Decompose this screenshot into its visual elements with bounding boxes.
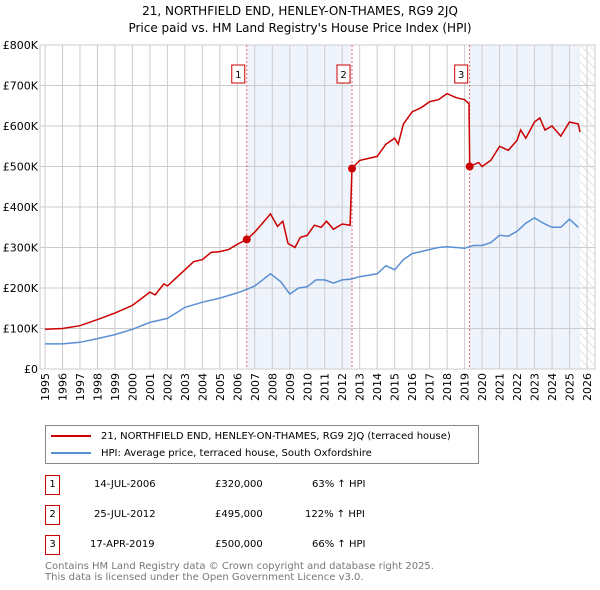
x-tick-label: 2013 — [354, 373, 367, 401]
x-tick-label: 2004 — [196, 373, 209, 401]
sale-price: £500,000 — [215, 539, 263, 550]
x-tick-label: 2001 — [144, 373, 157, 401]
x-tick-label: 2021 — [494, 373, 507, 401]
footer-line: Contains HM Land Registry data © Crown c… — [45, 561, 434, 572]
transaction-row: 1 14-JUL-2006 £320,000 63% ↑ HPI — [45, 475, 445, 495]
sale-box-label: 3 — [458, 70, 464, 81]
footer-line: This data is licensed under the Open Gov… — [45, 572, 364, 583]
sale-box — [231, 64, 246, 84]
x-tick-label: 2023 — [529, 373, 542, 401]
x-tick-label: 1997 — [74, 373, 87, 401]
transaction-row: 3 17-APR-2019 £500,000 66% ↑ HPI — [45, 535, 445, 555]
sale-price: £320,000 — [215, 479, 263, 490]
transaction-row: 2 25-JUL-2012 £495,000 122% ↑ HPI — [45, 505, 445, 525]
footer: Contains HM Land Registry data © Crown c… — [45, 561, 434, 583]
x-tick-label: 2020 — [476, 373, 489, 401]
sale-date: 17-APR-2019 — [90, 539, 155, 550]
legend-item-property: 21, NORTHFIELD END, HENLEY-ON-THAMES, RG… — [51, 428, 451, 444]
sale-marker-label: 2 — [45, 505, 60, 525]
sale-price: £495,000 — [215, 509, 263, 520]
plot-border — [39, 44, 596, 370]
sale-marker-label: 3 — [45, 535, 60, 555]
plot-area: 1995 1996 1997 1998 1999 2000 2001 2002 2003 2004… — [3, 39, 596, 401]
x-tick-label: 2015 — [389, 373, 402, 401]
chart-title: 21, NORTHFIELD END, HENLEY-ON-THAMES, RG… — [142, 4, 458, 18]
x-tick-label: 1999 — [109, 373, 122, 401]
x-tick-label: 2014 — [371, 373, 384, 401]
sale-date: 14-JUL-2006 — [94, 479, 156, 490]
y-tick-label: £700K — [3, 80, 39, 93]
y-tick-label: £300K — [3, 242, 39, 255]
y-tick-label: £400K — [3, 201, 39, 214]
x-tick-label: 2016 — [406, 373, 419, 401]
sale-box — [336, 64, 351, 84]
sale-hpi-change: 122% ↑ HPI — [305, 509, 365, 520]
legend-swatch-red — [51, 435, 91, 437]
x-tick-label: 2002 — [161, 373, 174, 401]
legend-swatch-blue — [51, 452, 91, 454]
sale-hpi-change: 63% ↑ HPI — [312, 479, 366, 490]
sale-box — [454, 64, 469, 84]
chart-subtitle: Price paid vs. HM Land Registry's House … — [128, 21, 472, 35]
sale-box-label: 2 — [340, 70, 346, 81]
legend: 21, NORTHFIELD END, HENLEY-ON-THAMES, RG… — [45, 425, 479, 464]
price-line — [44, 92, 581, 331]
x-tick-label: 2000 — [126, 373, 139, 401]
x-tick-label: 1996 — [57, 373, 70, 401]
x-tick-label: 2010 — [301, 373, 314, 401]
x-tick-label: 2024 — [546, 373, 559, 401]
x-tick-label: 1995 — [39, 373, 52, 401]
sale-marker-label: 1 — [45, 475, 60, 495]
y-tick-label: £100K — [3, 323, 39, 336]
x-tick-label: 2007 — [249, 373, 262, 401]
y-tick-label: £500K — [3, 161, 39, 174]
legend-item-hpi: HPI: Average price, terraced house, Sout… — [51, 445, 372, 461]
x-tick-label: 2003 — [179, 373, 192, 401]
sale-point — [348, 164, 357, 173]
x-tick-label: 2026 — [581, 373, 594, 401]
sale-point — [242, 235, 251, 244]
x-tick-label: 2025 — [564, 373, 577, 401]
legend-label: HPI: Average price, terraced house, Sout… — [101, 447, 372, 459]
sale-box-label: 1 — [235, 70, 241, 81]
x-tick-label: 1998 — [92, 373, 105, 401]
sale-date: 25-JUL-2012 — [94, 509, 156, 520]
y-tick-label: £600K — [3, 120, 39, 133]
x-tick-label: 2022 — [511, 373, 524, 401]
sale-point — [465, 162, 474, 171]
hpi-line — [45, 217, 579, 345]
x-tick-label: 2008 — [266, 373, 279, 401]
y-tick-label: £200K — [3, 282, 39, 295]
x-tick-label: 2006 — [231, 373, 244, 401]
y-tick-label: £800K — [3, 39, 39, 52]
sale-hpi-change: 66% ↑ HPI — [312, 539, 366, 550]
x-tick-label: 2018 — [441, 373, 454, 401]
legend-label: 21, NORTHFIELD END, HENLEY-ON-THAMES, RG… — [101, 430, 451, 442]
x-tick-label: 2011 — [319, 373, 332, 401]
y-tick-label: £0 — [24, 363, 38, 376]
x-tick-label: 2017 — [424, 373, 437, 401]
x-tick-label: 2019 — [459, 373, 472, 401]
x-tick-label: 2012 — [336, 373, 349, 401]
x-tick-label: 2009 — [284, 373, 297, 401]
x-tick-label: 2005 — [214, 373, 227, 401]
